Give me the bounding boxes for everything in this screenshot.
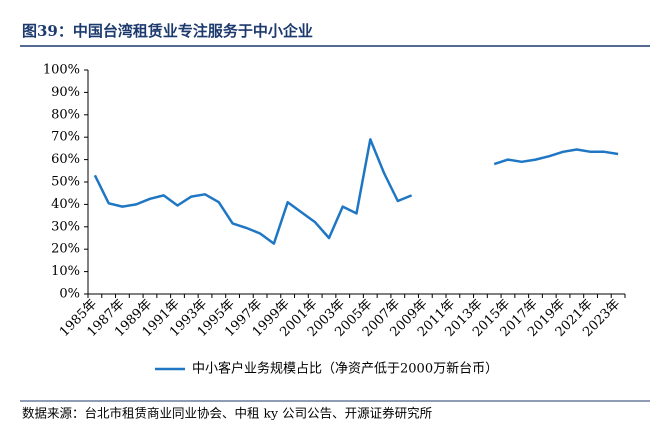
y-tick-label: 80% — [51, 107, 80, 122]
y-tick-label: 0% — [59, 287, 80, 302]
legend-label: 中小客户业务规模占比（净资产低于2000万新台币） — [192, 361, 498, 377]
y-tick-label: 10% — [51, 264, 80, 279]
y-tick-label: 60% — [51, 152, 80, 167]
chart-title: 图39：中国台湾租赁业专注服务于中小企业 — [22, 22, 313, 40]
source: 数据来源：台北市租赁商业同业协会、中租 ky 公司公告、开源证券研究所 — [22, 406, 432, 421]
y-tick-label: 30% — [51, 219, 80, 234]
y-tick-label: 100% — [43, 63, 80, 78]
y-tick-label: 50% — [51, 175, 80, 190]
y-tick-label: 20% — [51, 242, 80, 257]
line-series — [93, 138, 619, 245]
y-tick-label: 90% — [51, 85, 80, 100]
y-tick-label: 70% — [51, 130, 80, 145]
y-tick-label: 40% — [51, 197, 80, 212]
